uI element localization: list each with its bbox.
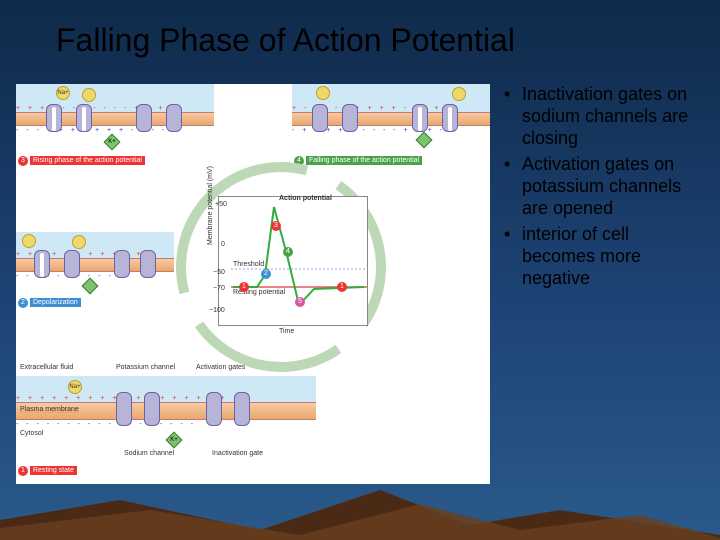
panel-label-resting: Resting state — [30, 466, 77, 475]
bullet-item: interior of cell becomes more negative — [504, 224, 704, 290]
label-ecf: Extracellular fluid — [20, 364, 73, 371]
slide: Falling Phase of Action Potential + + + … — [0, 0, 720, 540]
ground-decoration — [0, 480, 720, 540]
bullet-item: Activation gates on potassium channels a… — [504, 154, 704, 220]
panel-falling: + - - - - - + + + + - - - + - + + + + + … — [292, 84, 490, 172]
graph-ylabel: Membrane potential (mV) — [207, 135, 214, 245]
na-ion: Na+ — [56, 86, 70, 100]
panel-label-falling: Falling phase of the action potential — [306, 156, 422, 165]
bullet-list: Inactivation gates on sodium channels ar… — [504, 84, 704, 484]
panel-depolarization: + + + + + + + + + + + - - - - - - - - - … — [16, 232, 174, 312]
panel-resting: Extracellular fluid Potassium channel Ac… — [16, 362, 316, 480]
graph-xlabel: Time — [279, 328, 294, 335]
label-inact-gate: Inactivation gate — [212, 450, 263, 457]
label-act-gates: Activation gates — [196, 364, 245, 371]
content-row: + + + - - - - - - - - + + + + - - - + + … — [16, 84, 704, 484]
label-plasma: Plasma membrane — [20, 406, 79, 413]
label-k-channel: Potassium channel — [116, 364, 175, 371]
na-ion-labeled: Na+ — [68, 380, 82, 394]
panel-label-depol: Depolarization — [30, 298, 81, 307]
slide-title: Falling Phase of Action Potential — [56, 22, 680, 59]
panel-label-rising: Rising phase of the action potential — [30, 156, 145, 165]
ap-graph: Action potential Membrane potential (mV)… — [218, 196, 368, 326]
label-cytosol: Cytosol — [20, 430, 43, 437]
panel-num-2: 2 — [18, 298, 28, 308]
panel-num-3: 3 — [18, 156, 28, 166]
label-na-channel: Sodium channel — [124, 450, 174, 457]
panel-num-1: 1 — [18, 466, 28, 476]
bullet-item: Inactivation gates on sodium channels ar… — [504, 84, 704, 150]
panel-rising: + + + - - - - - - - - + + + + - - - + + … — [16, 84, 214, 172]
graph-threshold-label: Threshold — [233, 261, 264, 268]
action-potential-diagram: + + + - - - - - - - - + + + + - - - + + … — [16, 84, 490, 484]
